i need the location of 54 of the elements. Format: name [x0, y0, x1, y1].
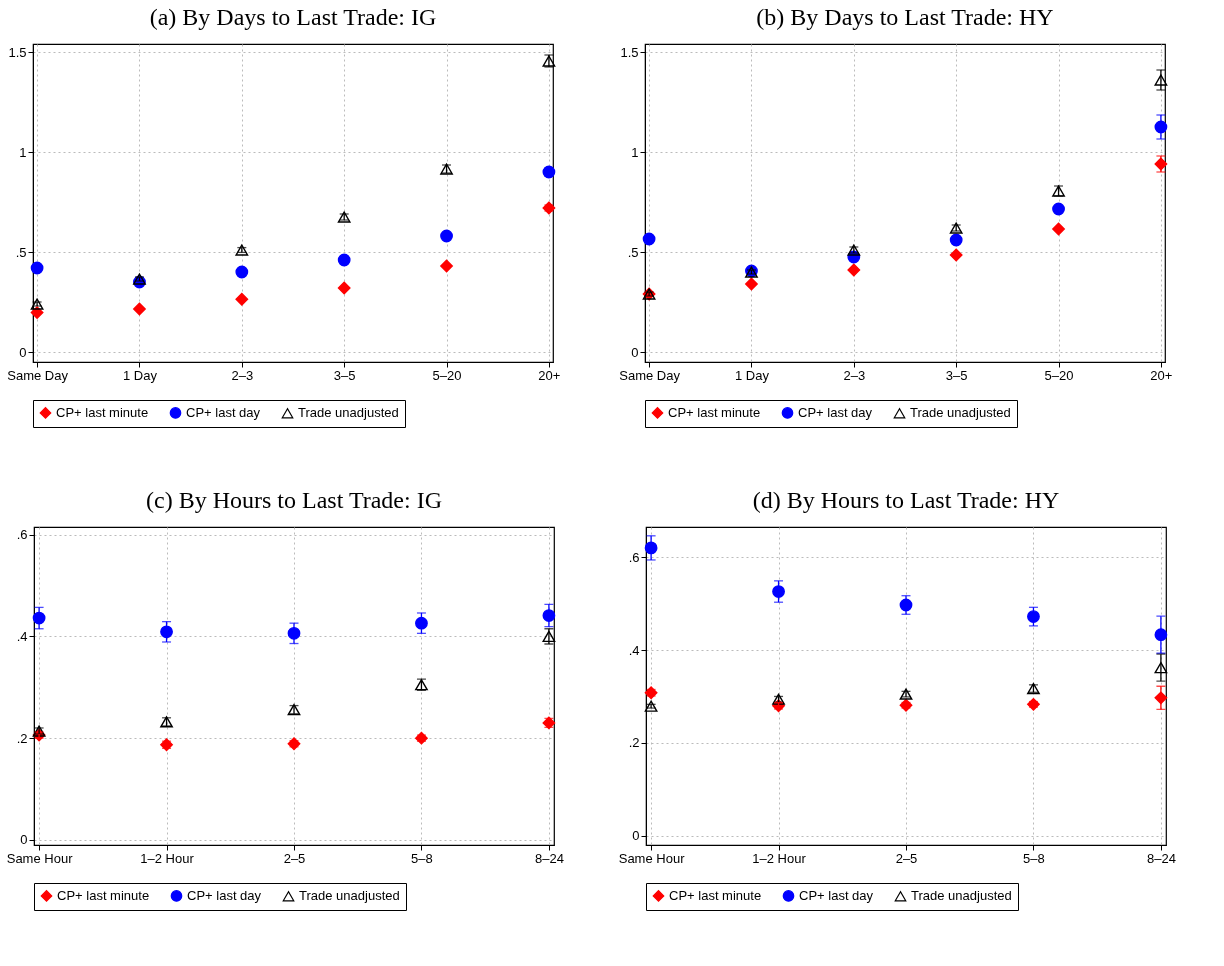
y-tick-label: .5	[627, 244, 639, 260]
y-tick-label: 0	[19, 344, 27, 360]
x-tick-label: 5–8	[411, 850, 433, 866]
y-tick-label: .2	[16, 730, 28, 746]
x-tick-label: 5–8	[1023, 850, 1045, 866]
legend-label: Trade unadjusted	[910, 405, 1011, 421]
legend-label: CP+ last day	[186, 404, 261, 420]
legend-label: CP+ last minute	[56, 404, 149, 420]
legend-label: CP+ last day	[798, 404, 873, 420]
x-tick-label: 8–24	[1146, 850, 1176, 866]
y-tick-label: 1	[631, 144, 639, 160]
y-tick-label: .2	[628, 735, 640, 751]
x-tick-label: 2–3	[231, 367, 254, 383]
y-tick-label: 0	[631, 344, 639, 360]
x-tick-label: Same Day	[619, 367, 681, 383]
x-tick-label: 8–24	[534, 850, 564, 866]
legend-label: Trade unadjusted	[298, 405, 399, 421]
x-tick-label: 5–20	[432, 367, 462, 383]
y-tick-label: 1	[19, 144, 27, 160]
x-tick-label: 1 Day	[122, 367, 158, 383]
y-tick-label: .4	[628, 642, 640, 658]
y-tick-label: .4	[16, 628, 28, 644]
x-tick-label: 1–2 Hour	[752, 850, 807, 866]
x-tick-label: 20+	[538, 367, 561, 383]
x-tick-label: Same Hour	[6, 850, 74, 866]
x-tick-label: 3–5	[945, 367, 968, 383]
x-tick-label: 5–20	[1044, 367, 1074, 383]
y-tick-label: 1.5	[620, 44, 639, 60]
y-tick-label: .5	[15, 244, 27, 260]
x-tick-label: 1 Day	[734, 367, 770, 383]
y-tick-label: 1.5	[8, 44, 27, 60]
x-tick-label: 3–5	[333, 367, 356, 383]
x-tick-label: 2–5	[895, 850, 918, 866]
x-tick-label: 2–5	[283, 850, 306, 866]
chart-title: (c) By Hours to Last Trade: IG	[146, 487, 442, 513]
y-tick-label: .6	[628, 549, 640, 565]
legend-label: CP+ last minute	[57, 887, 150, 903]
y-tick-label: 0	[20, 832, 28, 848]
legend-label: CP+ last minute	[669, 887, 762, 903]
chart-title: (d) By Hours to Last Trade: HY	[752, 487, 1060, 513]
legend-label: Trade unadjusted	[299, 888, 400, 904]
x-tick-label: 20+	[1150, 367, 1173, 383]
y-tick-label: 0	[632, 828, 640, 844]
x-tick-label: Same Hour	[618, 850, 686, 866]
chart-title: (b) By Days to Last Trade: HY	[756, 4, 1054, 30]
legend-label: Trade unadjusted	[911, 888, 1012, 904]
x-tick-label: 2–3	[843, 367, 866, 383]
chart-title: (a) By Days to Last Trade: IG	[149, 4, 437, 30]
x-tick-label: Same Day	[7, 367, 69, 383]
x-tick-label: 1–2 Hour	[140, 850, 195, 866]
legend-label: CP+ last minute	[668, 404, 761, 420]
y-tick-label: .6	[16, 527, 28, 543]
legend-label: CP+ last day	[799, 887, 874, 903]
legend-label: CP+ last day	[187, 887, 262, 903]
